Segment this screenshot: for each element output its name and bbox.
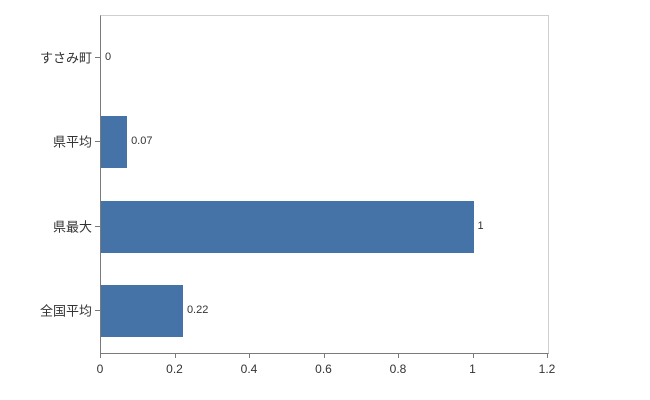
category-label: 県最大	[52, 219, 92, 235]
x-axis-tick-label: 0.4	[240, 362, 258, 376]
y-axis-tick	[95, 309, 100, 311]
x-axis-tick-label: 1.2	[538, 362, 556, 376]
plot-area	[100, 15, 549, 354]
x-axis-tick	[323, 353, 325, 358]
bar	[101, 200, 474, 253]
x-axis-tick	[547, 353, 548, 358]
x-axis-tick	[174, 353, 176, 358]
x-axis-tick-label: 0.6	[315, 362, 332, 376]
category-label: 全国平均	[39, 303, 92, 319]
category-label: 県平均	[52, 134, 92, 150]
y-axis-tick	[95, 141, 100, 143]
value-label: 0.07	[131, 135, 153, 148]
x-axis-tick-label: 1	[469, 362, 476, 376]
bar	[101, 284, 183, 337]
value-label: 0.22	[186, 303, 209, 316]
value-label: 1	[477, 219, 484, 232]
x-axis-tick	[249, 353, 250, 358]
x-axis-tick	[100, 353, 101, 358]
x-axis-tick-label: 0	[96, 362, 104, 376]
bar	[101, 116, 128, 169]
category-label: すさみ町	[39, 50, 92, 66]
x-axis-tick-label: 0.8	[389, 362, 407, 376]
value-label: 0	[105, 51, 112, 64]
y-axis-tick	[95, 225, 100, 227]
x-axis-tick	[398, 353, 399, 358]
x-axis-tick	[472, 353, 474, 358]
y-axis-tick	[95, 57, 100, 59]
x-axis-tick-label: 0.2	[166, 362, 183, 376]
